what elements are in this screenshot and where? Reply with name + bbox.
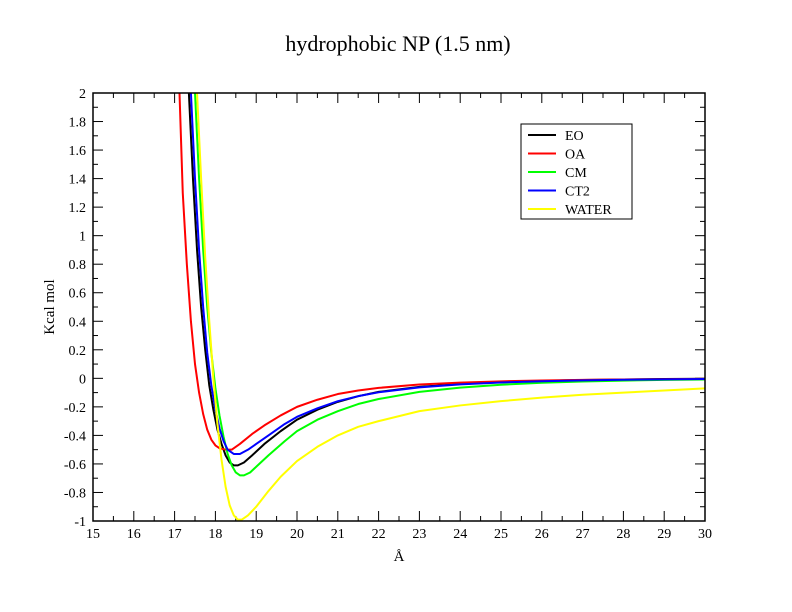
y-tick-label: 1.4 [69, 173, 87, 188]
y-tick-label: 0.4 [69, 315, 87, 330]
x-tick-label: 16 [127, 527, 141, 542]
x-tick-label: 15 [86, 527, 100, 542]
y-tick-label: 2 [79, 87, 86, 102]
y-tick-label: 0.6 [69, 287, 87, 302]
x-axis-label: Å [394, 549, 405, 565]
x-tick-label: 29 [657, 527, 671, 542]
x-tick-label: 28 [616, 527, 630, 542]
y-tick-label: 0 [79, 372, 86, 387]
legend-label-cm: CM [565, 166, 587, 181]
series-lines [178, 93, 705, 521]
y-tick-label: -0.4 [64, 429, 86, 444]
x-tick-label: 24 [453, 527, 467, 542]
y-tick-label: 1 [79, 230, 86, 245]
y-tick-label: -1 [74, 515, 86, 530]
x-tick-label: 21 [331, 527, 345, 542]
series-line-oa [178, 93, 705, 451]
x-tick-label: 30 [698, 527, 712, 542]
chart-title: hydrophobic NP (1.5 nm) [285, 31, 510, 56]
x-tick-label: 20 [290, 527, 304, 542]
legend-label-eo: EO [565, 129, 584, 144]
series-line-ct2 [189, 93, 705, 455]
x-tick-label: 17 [168, 527, 182, 542]
y-tick-label: -0.2 [64, 401, 86, 416]
x-tick-label: 23 [412, 527, 426, 542]
legend: EO OA CM CT2 WATER [520, 123, 633, 220]
y-tick-label: 1.6 [69, 144, 87, 159]
x-tick-label: 27 [576, 527, 590, 542]
y-tick-label: -0.8 [64, 486, 86, 501]
x-tick-label: 26 [535, 527, 549, 542]
x-tick-label: 25 [494, 527, 508, 542]
x-tick-label: 18 [208, 527, 222, 542]
y-axis-label: Kcal mol [42, 279, 58, 334]
x-tick-label: 22 [372, 527, 386, 542]
y-tick-label: 1.2 [69, 201, 87, 216]
y-tick-label: -0.6 [64, 458, 86, 473]
y-tick-label: 0.2 [69, 344, 87, 359]
plot-frame [92, 92, 706, 522]
tick-labels: 15 16 17 18 19 20 21 22 23 24 25 26 27 28 29 30-1-0.8-0… [64, 87, 712, 542]
y-tick-label: 1.8 [69, 116, 87, 131]
legend-label-oa: OA [565, 148, 586, 163]
y-tick-label: 0.8 [69, 258, 87, 273]
series-line-water [196, 93, 705, 521]
legend-label-water: WATER [565, 203, 612, 218]
x-tick-label: 19 [249, 527, 263, 542]
legend-entries: EO OA CM CT2 WATER [528, 129, 612, 218]
legend-label-ct2: CT2 [565, 185, 590, 200]
